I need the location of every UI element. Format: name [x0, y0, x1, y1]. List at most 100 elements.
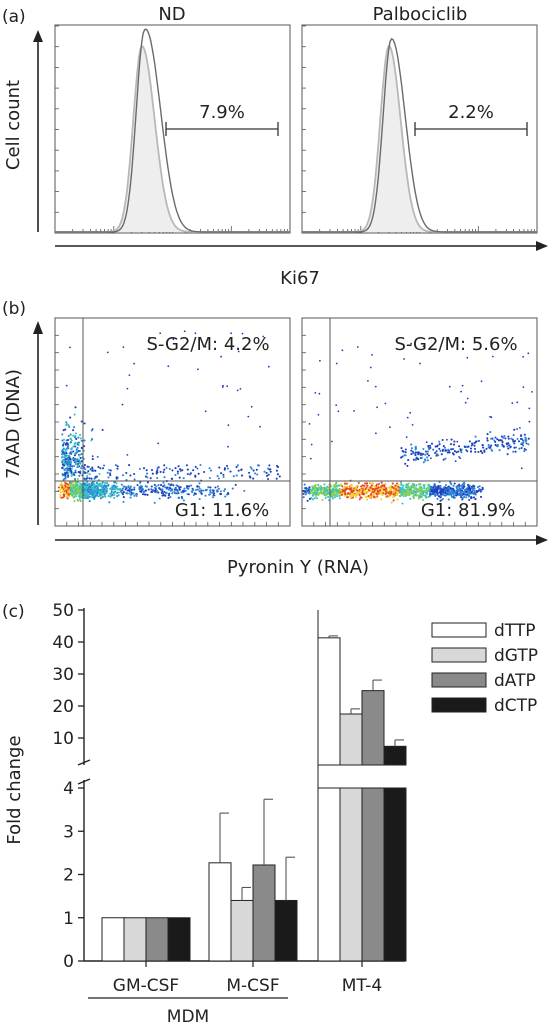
cell-event: [62, 459, 65, 462]
cell-event: [70, 483, 73, 486]
cell-event: [179, 486, 182, 489]
cell-event: [380, 498, 383, 501]
cell-event: [98, 490, 101, 493]
cell-event: [127, 489, 130, 492]
cell-event: [97, 466, 100, 469]
cell-event: [73, 413, 76, 416]
cell-event: [68, 457, 71, 460]
cell-event: [492, 355, 494, 358]
cell-event: [525, 442, 528, 445]
cell-event: [84, 471, 87, 474]
bar-dCTP: [167, 917, 191, 962]
cell-event: [236, 464, 239, 467]
cell-event: [449, 481, 452, 484]
cell-event: [167, 365, 170, 368]
cell-event: [156, 469, 159, 472]
cell-event: [189, 472, 192, 475]
cell-event: [333, 490, 336, 493]
cell-event: [369, 366, 372, 369]
cell-event: [267, 473, 270, 476]
cell-event: [267, 365, 270, 368]
cell-event: [497, 439, 501, 442]
cell-event: [410, 443, 413, 446]
cell-event: [516, 437, 519, 441]
cell-event: [469, 492, 472, 495]
cell-event: [186, 492, 189, 496]
cell-event: [404, 451, 407, 454]
cell-event: [514, 446, 518, 449]
cell-event: [83, 457, 86, 460]
cell-event: [310, 490, 314, 493]
cell-event: [319, 491, 322, 494]
cell-event: [84, 494, 87, 497]
cell-event: [386, 495, 389, 498]
cell-event: [341, 485, 344, 488]
cell-event: [66, 464, 69, 467]
cell-event: [382, 492, 385, 495]
y-tick-label: 1: [63, 909, 74, 929]
cell-event: [176, 470, 179, 473]
cell-event: [448, 488, 451, 491]
cell-event: [419, 452, 422, 455]
cell-event: [83, 464, 86, 467]
cell-event: [350, 489, 353, 492]
cell-event: [408, 486, 411, 489]
cell-event: [152, 489, 155, 492]
cell-event: [122, 496, 125, 499]
cell-event: [84, 468, 87, 471]
cell-event: [451, 489, 454, 492]
cell-event: [145, 485, 148, 488]
cell-event: [61, 449, 64, 452]
cell-event: [91, 468, 94, 470]
cell-event: [235, 466, 238, 469]
cell-event: [227, 424, 230, 427]
cell-event: [474, 491, 477, 494]
cell-event: [460, 451, 463, 454]
cell-event: [467, 495, 471, 498]
cell-event: [427, 488, 430, 491]
cell-event: [69, 437, 72, 440]
cell-event: [179, 469, 182, 472]
cell-event: [437, 495, 441, 498]
cell-event: [350, 490, 353, 493]
cell-event: [222, 384, 224, 387]
cell-event: [174, 487, 177, 490]
cell-event: [419, 496, 422, 499]
cell-event: [372, 496, 376, 499]
cell-event: [448, 451, 451, 454]
cell-event: [335, 492, 338, 495]
cell-event: [69, 416, 72, 419]
cell-event: [443, 446, 446, 449]
cell-event: [422, 345, 425, 348]
cell-event: [349, 487, 353, 490]
cell-event: [74, 441, 77, 444]
cell-event: [184, 489, 187, 492]
cell-event: [377, 482, 381, 486]
cell-event: [234, 483, 237, 486]
cell-event: [185, 486, 189, 489]
cell-event: [333, 496, 336, 499]
cell-event: [216, 485, 219, 488]
cell-event: [235, 474, 238, 477]
cell-event: [396, 498, 399, 501]
cell-event: [86, 465, 89, 468]
cell-event: [275, 469, 278, 472]
cell-event: [338, 497, 341, 500]
cell-event: [502, 445, 505, 448]
cell-event: [93, 487, 96, 491]
cell-event: [373, 488, 376, 491]
cell-event: [379, 487, 382, 490]
cell-event: [254, 472, 257, 475]
category-label: M-CSF: [226, 976, 279, 996]
cell-event: [523, 433, 526, 436]
cell-event: [237, 350, 240, 353]
cell-event: [212, 494, 215, 497]
cell-event: [308, 423, 311, 425]
cell-event: [321, 498, 324, 502]
cell-event: [448, 385, 451, 388]
cell-event: [140, 490, 143, 493]
cell-event: [451, 447, 454, 451]
cell-event: [94, 475, 97, 478]
cell-event: [165, 491, 168, 494]
